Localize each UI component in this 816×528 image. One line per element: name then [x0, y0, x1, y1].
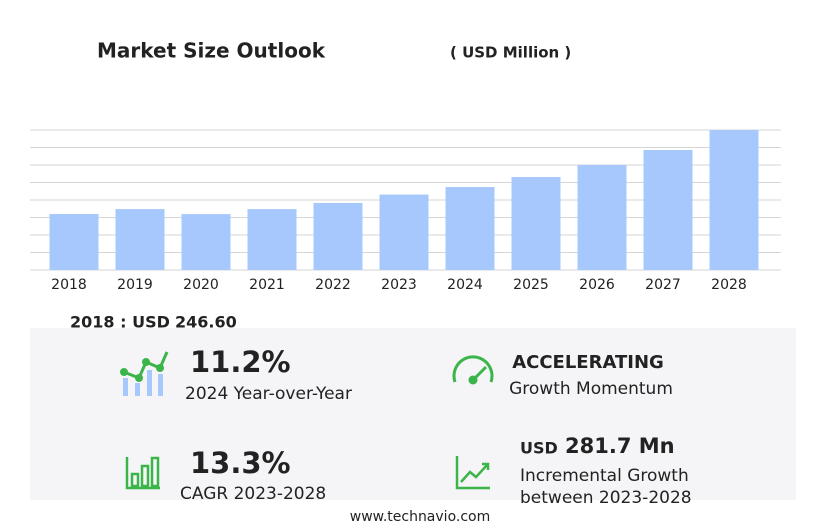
x-tick-label: 2026 — [579, 277, 615, 293]
bar — [511, 177, 561, 270]
cagr-icon — [125, 456, 160, 490]
bar-chart: 2018 2019 2020 2021 2022 2023 2024 2025 2026 2027… — [30, 129, 781, 293]
bar — [577, 165, 627, 270]
bar — [181, 214, 231, 270]
x-tick-label: 2018 — [51, 277, 87, 293]
first-year-label: 2018 : USD — [70, 313, 170, 332]
x-tick-label: 2023 — [381, 277, 417, 293]
footer: www.technavio.com — [350, 509, 491, 525]
bar — [643, 150, 693, 270]
x-tick-label: 2019 — [117, 277, 153, 293]
yoy-label: 2024 Year-over-Year — [185, 384, 352, 404]
bar — [49, 213, 99, 270]
momentum-value: ACCELERATING — [512, 352, 664, 373]
bar — [115, 209, 165, 270]
x-tick-label: 2024 — [447, 277, 483, 293]
bar — [379, 194, 429, 270]
bar — [313, 202, 363, 270]
yoy-icon — [120, 351, 169, 396]
x-tick-label: 2028 — [711, 277, 747, 293]
momentum-label: Growth Momentum — [509, 379, 673, 399]
unit-label: ( USD Million ) — [450, 44, 571, 62]
incremental-label: between 2023-2028 — [520, 488, 692, 508]
cagr-value: 13.3% — [190, 446, 291, 480]
yoy-value: 11.2% — [190, 345, 291, 379]
incremental-value: 281.7 Mn — [565, 434, 675, 458]
incremental-unit: USD — [520, 439, 558, 458]
first-year-value: 246.60 — [175, 313, 237, 332]
bar — [445, 187, 495, 270]
cagr-label: CAGR 2023-2028 — [180, 484, 326, 504]
momentum-icon — [452, 355, 494, 385]
bar — [709, 130, 759, 270]
x-tick-label: 2020 — [183, 277, 219, 293]
bar — [247, 209, 297, 270]
x-tick-label: 2021 — [249, 277, 285, 293]
chart-title: Market Size Outlook — [97, 39, 326, 63]
x-tick-label: 2022 — [315, 277, 351, 293]
x-tick-label: 2027 — [645, 277, 681, 293]
incremental-label: Incremental Growth — [520, 466, 689, 486]
incremental-icon — [455, 456, 490, 490]
x-tick-label: 2025 — [513, 277, 549, 293]
